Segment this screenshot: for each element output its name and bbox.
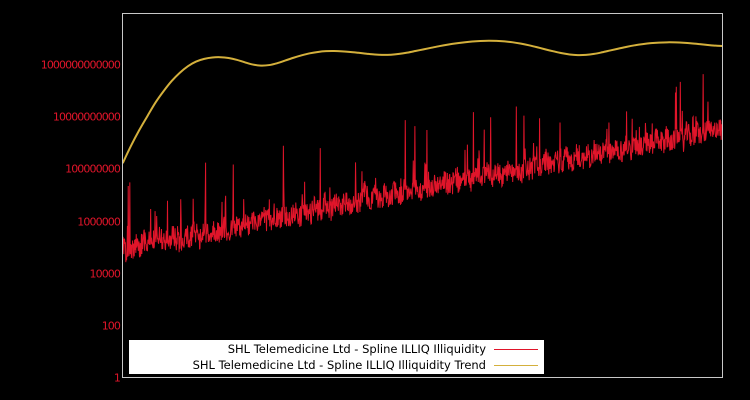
y-axis-tick-label: 1 bbox=[113, 371, 121, 385]
illiquidity-line-path bbox=[123, 74, 722, 263]
y-axis-tick-label: 100000000 bbox=[65, 162, 121, 176]
y-axis-tick-label: 100 bbox=[101, 319, 121, 333]
legend-entry-illiquidity: SHL Telemedicine Ltd - Spline ILLIQ Illi… bbox=[129, 341, 538, 357]
plot-area bbox=[122, 13, 723, 378]
legend-label-illiquidity-trend: SHL Telemedicine Ltd - Spline ILLIQ Illi… bbox=[192, 358, 486, 372]
y-axis-tick-label: 10000 bbox=[89, 267, 121, 281]
y-axis-tick-labels: 1 100 10000 1000000 100000000 10000000000 1000… bbox=[0, 0, 121, 400]
legend-entry-illiquidity-trend: SHL Telemedicine Ltd - Spline ILLIQ Illi… bbox=[129, 357, 538, 373]
y-axis-tick-label: 1000000000000 bbox=[40, 58, 121, 72]
y-axis-tick-label: 1000000 bbox=[77, 215, 121, 229]
legend-swatch-illiquidity bbox=[494, 348, 538, 350]
legend-label-illiquidity: SHL Telemedicine Ltd - Spline ILLIQ Illi… bbox=[227, 342, 486, 356]
legend-swatch-illiquidity-trend bbox=[494, 364, 538, 366]
chart-legend: SHL Telemedicine Ltd - Spline ILLIQ Illi… bbox=[128, 339, 545, 375]
trend-line-path bbox=[123, 39, 722, 164]
plot-svg bbox=[123, 39, 722, 263]
y-axis-tick-label: 10000000000 bbox=[52, 110, 121, 124]
